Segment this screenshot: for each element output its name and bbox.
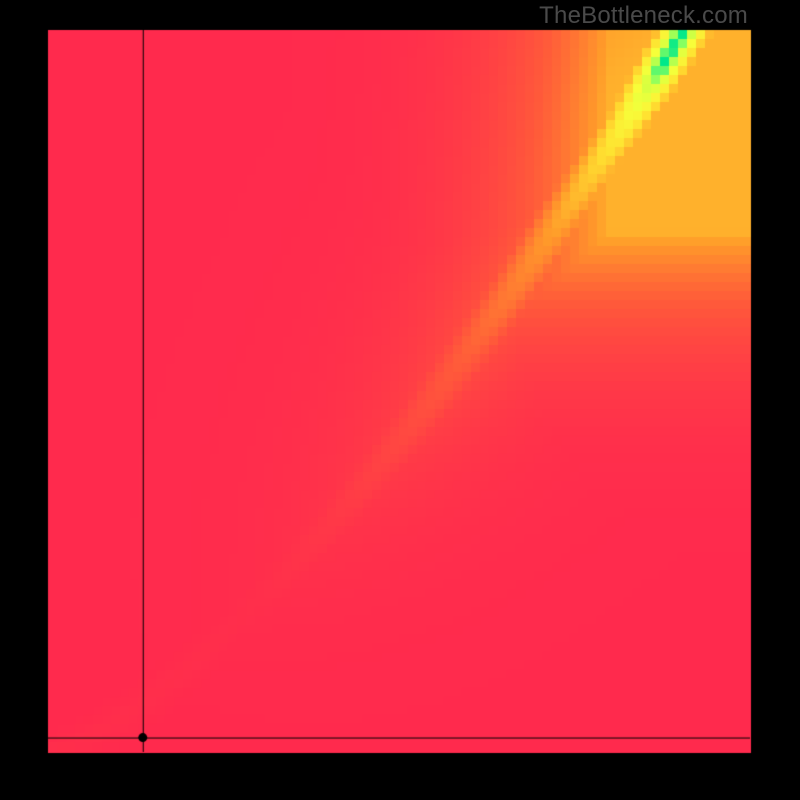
watermark-text: TheBottleneck.com bbox=[539, 2, 748, 30]
figure-container: TheBottleneck.com bbox=[0, 0, 800, 800]
heatmap-canvas bbox=[0, 0, 800, 800]
